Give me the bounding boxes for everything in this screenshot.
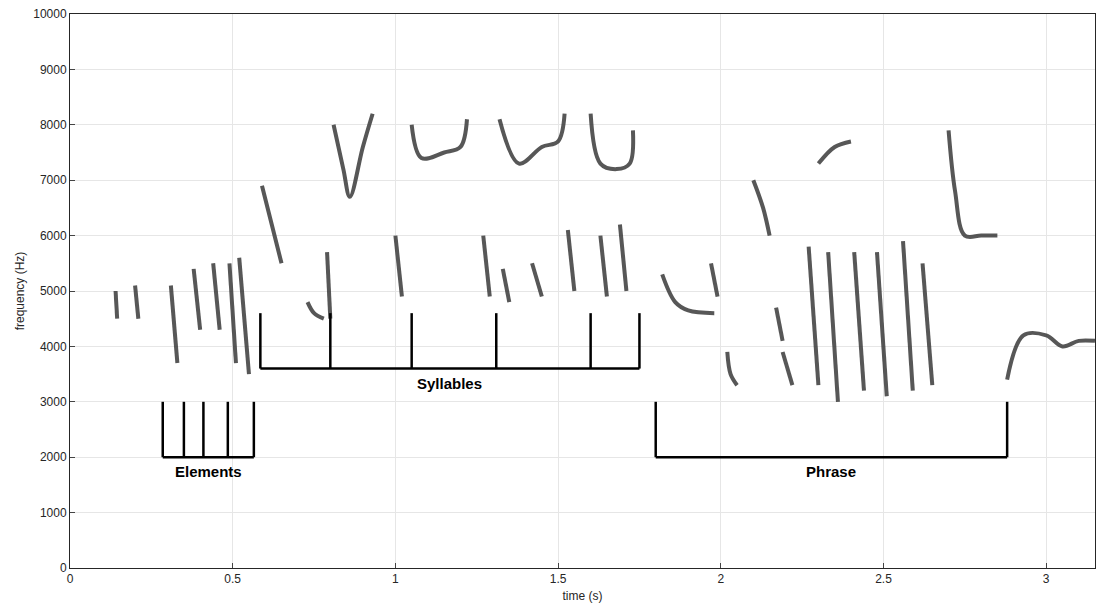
svg-text:7000: 7000: [40, 173, 67, 187]
svg-text:8000: 8000: [40, 118, 67, 132]
svg-text:0.5: 0.5: [224, 572, 241, 586]
svg-text:1: 1: [392, 572, 399, 586]
svg-text:6000: 6000: [40, 229, 67, 243]
svg-text:2.5: 2.5: [875, 572, 892, 586]
svg-text:10000: 10000: [33, 7, 67, 21]
svg-text:2: 2: [717, 572, 724, 586]
svg-text:3000: 3000: [40, 395, 67, 409]
svg-text:1.5: 1.5: [550, 572, 567, 586]
svg-text:2000: 2000: [40, 450, 67, 464]
svg-text:4000: 4000: [40, 340, 67, 354]
svg-text:1000: 1000: [40, 506, 67, 520]
svg-text:5000: 5000: [40, 284, 67, 298]
svg-text:9000: 9000: [40, 63, 67, 77]
svg-text:Syllables: Syllables: [417, 375, 482, 392]
svg-text:Elements: Elements: [175, 463, 242, 480]
svg-text:0: 0: [60, 561, 67, 575]
svg-text:frequency (Hz): frequency (Hz): [13, 252, 27, 331]
svg-text:time (s): time (s): [563, 589, 603, 603]
svg-text:3: 3: [1043, 572, 1050, 586]
svg-text:Phrase: Phrase: [806, 463, 856, 480]
svg-text:0: 0: [67, 572, 74, 586]
